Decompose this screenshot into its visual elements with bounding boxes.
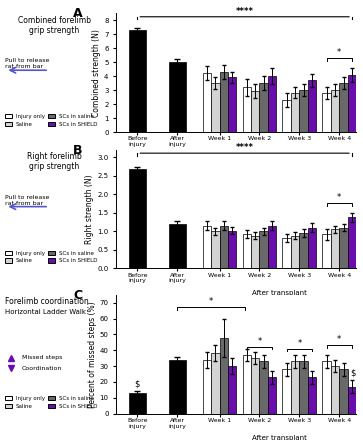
Bar	[308, 80, 316, 132]
Bar	[282, 238, 291, 268]
Text: After transplant: After transplant	[252, 154, 307, 159]
Text: *: *	[337, 48, 342, 57]
Bar	[331, 366, 339, 414]
Bar	[348, 217, 356, 268]
Bar	[129, 30, 146, 132]
Bar	[228, 366, 236, 414]
Bar	[220, 226, 228, 268]
Bar	[169, 360, 186, 414]
Bar	[260, 231, 268, 268]
Bar	[220, 337, 228, 414]
Bar	[251, 92, 260, 132]
Text: Pull to release
rat from bar: Pull to release rat from bar	[5, 195, 50, 205]
Text: *: *	[297, 339, 302, 348]
Bar	[251, 358, 260, 414]
Bar	[203, 360, 211, 414]
Bar	[203, 226, 211, 268]
Text: ****: ****	[236, 7, 254, 15]
Text: Forelimb coordination: Forelimb coordination	[5, 297, 89, 306]
Text: Coordination: Coordination	[22, 366, 62, 371]
Bar	[260, 83, 268, 132]
Bar	[322, 361, 331, 414]
Text: Right forelimb
grip strength: Right forelimb grip strength	[27, 152, 82, 171]
Bar	[282, 100, 291, 132]
Bar	[308, 377, 316, 414]
Bar	[268, 76, 276, 132]
Text: *: *	[337, 335, 342, 344]
Y-axis label: Percent of missed steps (%): Percent of missed steps (%)	[88, 301, 97, 407]
Bar	[291, 236, 299, 268]
Text: $: $	[350, 369, 356, 378]
Bar	[228, 231, 236, 268]
Bar	[169, 62, 186, 132]
Text: $: $	[135, 379, 140, 388]
Text: A: A	[73, 7, 83, 20]
Bar	[282, 369, 291, 414]
Bar	[291, 93, 299, 132]
Bar	[242, 355, 251, 414]
Bar	[348, 75, 356, 132]
Bar	[268, 377, 276, 414]
Text: After transplant: After transplant	[252, 435, 307, 440]
Bar	[242, 87, 251, 132]
Y-axis label: Right strength (N): Right strength (N)	[86, 174, 94, 244]
Text: *: *	[257, 337, 262, 346]
Text: Combined forelimb
grip strength: Combined forelimb grip strength	[18, 15, 91, 35]
Bar	[211, 83, 220, 132]
Text: Horizontal Ladder Walk: Horizontal Ladder Walk	[5, 309, 86, 315]
Legend: Injury only, Saline, SCs in saline, SCs in SHIELD: Injury only, Saline, SCs in saline, SCs …	[3, 248, 100, 266]
Bar	[211, 353, 220, 414]
Bar	[308, 227, 316, 268]
Bar	[203, 73, 211, 132]
Bar	[242, 234, 251, 268]
Bar	[291, 361, 299, 414]
Bar	[268, 226, 276, 268]
Text: Pull to release
rat from bar: Pull to release rat from bar	[5, 59, 50, 69]
Bar	[339, 227, 348, 268]
Bar	[339, 369, 348, 414]
Bar	[299, 361, 308, 414]
Bar	[299, 233, 308, 268]
Bar	[129, 393, 146, 414]
Bar	[129, 169, 146, 268]
Y-axis label: Combined strength (N): Combined strength (N)	[92, 29, 101, 117]
Bar	[322, 93, 331, 132]
Text: *: *	[337, 193, 342, 202]
Text: Missed steps: Missed steps	[22, 355, 62, 360]
Bar	[339, 83, 348, 132]
Text: After transplant: After transplant	[252, 290, 307, 296]
Bar	[348, 387, 356, 414]
Bar	[260, 361, 268, 414]
Bar	[228, 77, 236, 132]
Bar	[331, 229, 339, 268]
Legend: Injury only, Saline, SCs in saline, SCs in SHIELD: Injury only, Saline, SCs in saline, SCs …	[3, 112, 100, 129]
Text: ****: ****	[236, 143, 254, 152]
Bar	[299, 90, 308, 132]
Text: B: B	[73, 143, 82, 157]
Legend: Injury only, Saline, SCs in saline, SCs in SHIELD: Injury only, Saline, SCs in saline, SCs …	[3, 393, 100, 411]
Bar	[211, 231, 220, 268]
Bar	[251, 236, 260, 268]
Text: *: *	[209, 297, 213, 306]
Bar	[169, 224, 186, 268]
Bar	[220, 72, 228, 132]
Bar	[331, 90, 339, 132]
Text: C: C	[73, 289, 82, 302]
Bar	[322, 234, 331, 268]
